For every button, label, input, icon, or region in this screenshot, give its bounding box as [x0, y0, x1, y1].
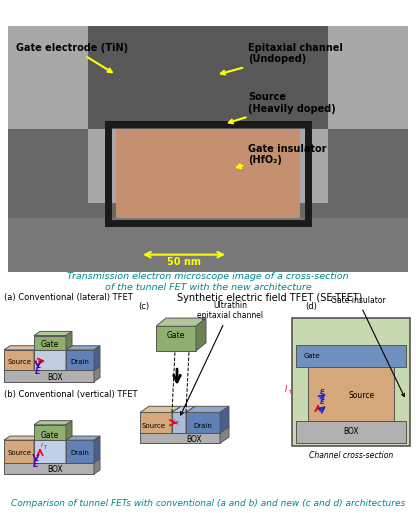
Text: Source: Source: [7, 450, 31, 457]
Polygon shape: [66, 436, 100, 440]
Polygon shape: [186, 406, 229, 412]
Polygon shape: [34, 346, 72, 350]
Bar: [4, 440, 34, 463]
Polygon shape: [88, 26, 328, 129]
Bar: [4, 370, 94, 382]
Text: Synthetic electric field TFET (SE-TFET): Synthetic electric field TFET (SE-TFET): [177, 293, 363, 303]
Polygon shape: [4, 436, 40, 440]
Polygon shape: [220, 427, 229, 443]
Bar: [4, 350, 34, 370]
Text: T: T: [39, 359, 42, 364]
Bar: [34, 425, 66, 440]
Bar: [156, 326, 196, 351]
Text: Gate: Gate: [167, 331, 185, 340]
Text: 50 nm: 50 nm: [167, 257, 201, 267]
Bar: [34, 336, 66, 350]
Bar: [172, 412, 186, 433]
Text: E: E: [33, 460, 39, 469]
Polygon shape: [4, 459, 100, 463]
Text: Gate: Gate: [41, 340, 59, 349]
Polygon shape: [300, 129, 408, 218]
Text: (c): (c): [138, 302, 149, 311]
Bar: [66, 440, 94, 463]
Polygon shape: [66, 331, 72, 350]
Polygon shape: [140, 406, 181, 412]
Polygon shape: [140, 427, 229, 433]
Polygon shape: [186, 406, 195, 433]
Text: (d): (d): [305, 302, 317, 311]
Text: Drain: Drain: [71, 359, 89, 365]
Text: Gate electrode (TiN): Gate electrode (TiN): [16, 43, 129, 72]
Polygon shape: [156, 318, 206, 326]
Polygon shape: [66, 421, 72, 440]
Text: BOX: BOX: [343, 427, 359, 437]
Polygon shape: [172, 406, 181, 433]
Polygon shape: [4, 366, 100, 370]
Text: Epitaxial channel
(Undoped): Epitaxial channel (Undoped): [221, 43, 343, 74]
Bar: [34, 350, 66, 370]
Polygon shape: [220, 406, 229, 433]
Polygon shape: [94, 346, 100, 370]
Bar: [34, 440, 66, 463]
Text: Channel cross-section: Channel cross-section: [309, 451, 393, 461]
Text: BOX: BOX: [47, 465, 63, 475]
Text: (a) Conventional (lateral) TFET: (a) Conventional (lateral) TFET: [4, 293, 133, 303]
Text: E: E: [320, 399, 325, 405]
Bar: [186, 412, 220, 433]
Text: Gate insulator: Gate insulator: [331, 295, 404, 397]
Polygon shape: [4, 346, 40, 350]
Text: Drain: Drain: [193, 423, 213, 429]
Text: BOX: BOX: [47, 373, 63, 382]
Polygon shape: [34, 346, 40, 370]
Text: Gate: Gate: [41, 430, 59, 440]
Text: BOX: BOX: [186, 435, 202, 444]
Text: E: E: [320, 389, 325, 395]
Text: I: I: [36, 358, 38, 363]
Text: I: I: [285, 385, 287, 394]
Bar: [4, 463, 94, 474]
Polygon shape: [34, 331, 72, 336]
Polygon shape: [66, 346, 72, 370]
Text: Transmission electron microscope image of a cross-section
of the tunnel FET with: Transmission electron microscope image o…: [67, 272, 349, 291]
Text: Gate insulator
(HfO₂): Gate insulator (HfO₂): [237, 144, 327, 168]
Bar: [140, 433, 220, 443]
Text: I: I: [41, 443, 43, 448]
Bar: [296, 421, 406, 443]
Text: Comparison of tunnel FETs with conventional (a and b) and new (c and d) architec: Comparison of tunnel FETs with conventio…: [11, 499, 405, 508]
Polygon shape: [94, 459, 100, 474]
Polygon shape: [34, 421, 72, 425]
Polygon shape: [94, 436, 100, 463]
Polygon shape: [196, 318, 206, 351]
Polygon shape: [172, 406, 195, 412]
Text: Ultrathin
epitaxial channel: Ultrathin epitaxial channel: [181, 301, 263, 415]
Text: I: I: [173, 419, 175, 424]
Polygon shape: [94, 366, 100, 382]
Polygon shape: [34, 436, 72, 440]
Text: (b) Conventional (vertical) TFET: (b) Conventional (vertical) TFET: [4, 390, 138, 399]
Text: Source: Source: [349, 390, 375, 400]
Bar: [108, 124, 308, 223]
Bar: [66, 350, 94, 370]
Bar: [308, 367, 394, 421]
Text: T: T: [44, 445, 47, 450]
Text: Source: Source: [141, 423, 165, 429]
Polygon shape: [8, 129, 116, 218]
Text: T: T: [289, 390, 292, 395]
Bar: [8, 218, 408, 272]
Bar: [140, 412, 172, 433]
Bar: [292, 318, 410, 446]
Text: Gate: Gate: [304, 353, 321, 359]
Bar: [296, 345, 406, 367]
Text: Source
(Heavily doped): Source (Heavily doped): [229, 92, 336, 123]
Text: E: E: [35, 367, 41, 377]
Polygon shape: [66, 346, 100, 350]
Text: T: T: [176, 421, 178, 426]
Bar: [116, 129, 300, 218]
Polygon shape: [34, 436, 40, 463]
Polygon shape: [66, 436, 72, 463]
Text: Source: Source: [7, 359, 31, 365]
Text: Drain: Drain: [71, 450, 89, 457]
